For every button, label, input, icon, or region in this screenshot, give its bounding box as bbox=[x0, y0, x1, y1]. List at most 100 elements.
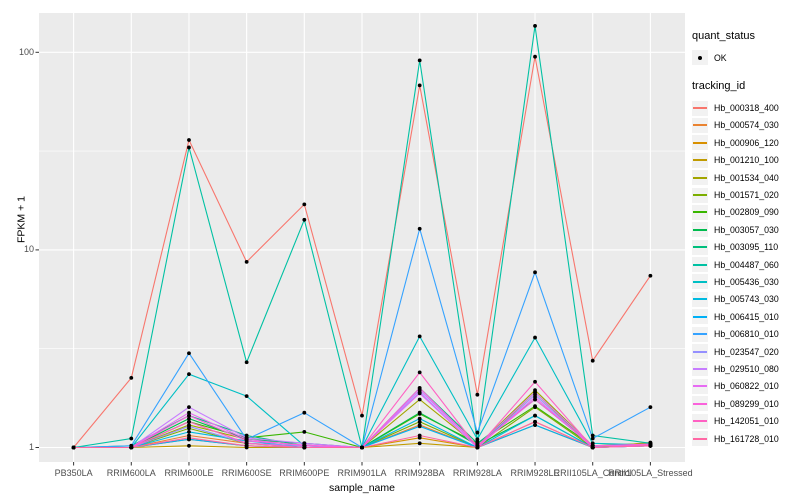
data-point bbox=[244, 360, 249, 365]
data-point bbox=[475, 445, 480, 450]
data-point bbox=[590, 436, 595, 441]
data-point bbox=[187, 372, 191, 377]
legend-item-label: Hb_005743_030 bbox=[714, 294, 779, 305]
data-point bbox=[417, 391, 422, 396]
legend-line-swatch bbox=[693, 367, 707, 370]
data-point bbox=[187, 410, 191, 415]
data-point bbox=[533, 404, 537, 408]
y-tick-label: 1 bbox=[28, 442, 34, 452]
data-point bbox=[302, 202, 307, 207]
data-point bbox=[417, 433, 422, 438]
legend-key-box bbox=[692, 50, 708, 66]
data-point bbox=[533, 54, 537, 59]
legend-item-label: Hb_006415_010 bbox=[714, 311, 779, 322]
legend-item-Hb_023547_020: Hb_023547_020 bbox=[692, 343, 798, 360]
legend-line-swatch bbox=[693, 420, 707, 423]
x-tick-label: RRIM600LE bbox=[164, 468, 214, 478]
data-point bbox=[533, 423, 537, 427]
legend-key-box bbox=[692, 117, 708, 133]
data-point bbox=[417, 370, 422, 375]
legend-line-swatch bbox=[693, 141, 707, 144]
legend-item-Hb_005743_030: Hb_005743_030 bbox=[692, 291, 798, 308]
data-point bbox=[417, 416, 422, 421]
data-point bbox=[187, 145, 191, 150]
data-point bbox=[129, 376, 134, 380]
data-point bbox=[129, 445, 134, 450]
x-tick-label: RRIM901LA bbox=[337, 468, 387, 478]
legend-line-swatch bbox=[693, 107, 707, 110]
legend-item-label: Hb_089299_010 bbox=[714, 398, 779, 409]
legend-item-Hb_000906_120: Hb_000906_120 bbox=[692, 134, 798, 151]
legend-item-label: Hb_000906_120 bbox=[714, 137, 779, 148]
legend-item-Hb_001571_020: Hb_001571_020 bbox=[692, 186, 798, 203]
x-tick-label: RRIM928LE bbox=[510, 468, 560, 478]
legend-key-box bbox=[692, 378, 708, 394]
legend-key-box bbox=[692, 170, 708, 186]
legend-key-box bbox=[692, 361, 708, 377]
data-point bbox=[475, 437, 480, 442]
point-marker-icon bbox=[698, 55, 702, 60]
legend-key-box bbox=[692, 257, 708, 273]
legend: quant_status OK tracking_id Hb_000318_40… bbox=[692, 30, 798, 447]
data-point bbox=[475, 392, 480, 397]
legend-line-swatch bbox=[693, 194, 707, 197]
y-tick-label: 100 bbox=[18, 46, 34, 57]
legend-line-swatch bbox=[693, 280, 707, 283]
legend-item-label: Hb_003095_110 bbox=[714, 242, 779, 253]
legend-line-swatch bbox=[693, 402, 707, 405]
legend-item-label: Hb_023547_020 bbox=[714, 346, 779, 357]
legend-line-swatch bbox=[693, 228, 707, 231]
x-tick-label: RRIM600PE bbox=[279, 468, 330, 478]
legend-line-swatch bbox=[693, 437, 707, 440]
data-point bbox=[187, 416, 191, 421]
data-point bbox=[533, 397, 537, 402]
legend-line-swatch bbox=[693, 176, 707, 179]
legend-item-Hb_003095_110: Hb_003095_110 bbox=[692, 239, 798, 256]
legend-item-Hb_005436_030: Hb_005436_030 bbox=[692, 273, 798, 290]
y-tick-label: 10 bbox=[23, 244, 34, 255]
data-point bbox=[71, 445, 76, 450]
data-point bbox=[648, 405, 653, 410]
data-point bbox=[302, 445, 307, 450]
legend-quant-status-title: quant_status bbox=[692, 30, 755, 42]
legend-item-label: Hb_142051_010 bbox=[714, 416, 779, 427]
data-point bbox=[590, 445, 595, 450]
legend-key-box bbox=[692, 239, 708, 255]
legend-key-box bbox=[692, 274, 708, 290]
legend-item-ok: OK bbox=[692, 49, 798, 66]
data-point bbox=[129, 436, 134, 441]
data-point bbox=[533, 270, 537, 275]
legend-key-box bbox=[692, 309, 708, 325]
legend-key-box bbox=[692, 413, 708, 429]
data-point bbox=[417, 424, 422, 429]
x-tick-label: PB350LA bbox=[54, 468, 93, 478]
data-point bbox=[417, 83, 422, 88]
data-point bbox=[417, 419, 422, 424]
legend-item-label: Hb_006810_010 bbox=[714, 329, 779, 340]
legend-key-box bbox=[692, 344, 708, 360]
legend-item-Hb_001210_100: Hb_001210_100 bbox=[692, 152, 798, 169]
legend-line-swatch bbox=[693, 298, 707, 301]
legend-item-label: Hb_161728_010 bbox=[714, 433, 779, 444]
legend-key-box bbox=[692, 187, 708, 203]
legend-key-box bbox=[692, 204, 708, 220]
data-point bbox=[360, 413, 364, 418]
data-point bbox=[417, 386, 422, 390]
data-point bbox=[417, 58, 422, 63]
data-point bbox=[533, 390, 537, 395]
x-tick-label: RRIM600SE bbox=[221, 468, 272, 478]
x-tick-label: RRII105LA_Control bbox=[553, 468, 632, 478]
data-point bbox=[475, 430, 480, 435]
legend-line-swatch bbox=[693, 315, 707, 318]
data-point bbox=[417, 441, 422, 446]
legend-key-box bbox=[692, 396, 708, 412]
x-tick-label: RRIM928BA bbox=[394, 468, 445, 478]
legend-line-swatch bbox=[693, 246, 707, 249]
data-point bbox=[648, 443, 653, 448]
data-point bbox=[187, 429, 191, 434]
legend-line-swatch bbox=[693, 211, 707, 214]
data-point bbox=[302, 429, 307, 434]
legend-item-label: Hb_005436_030 bbox=[714, 276, 779, 287]
x-tick-label: RRIM600LA bbox=[106, 468, 156, 478]
legend-key-box bbox=[692, 135, 708, 151]
